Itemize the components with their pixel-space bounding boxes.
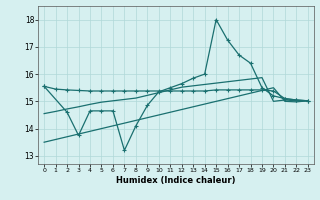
X-axis label: Humidex (Indice chaleur): Humidex (Indice chaleur) [116,176,236,185]
